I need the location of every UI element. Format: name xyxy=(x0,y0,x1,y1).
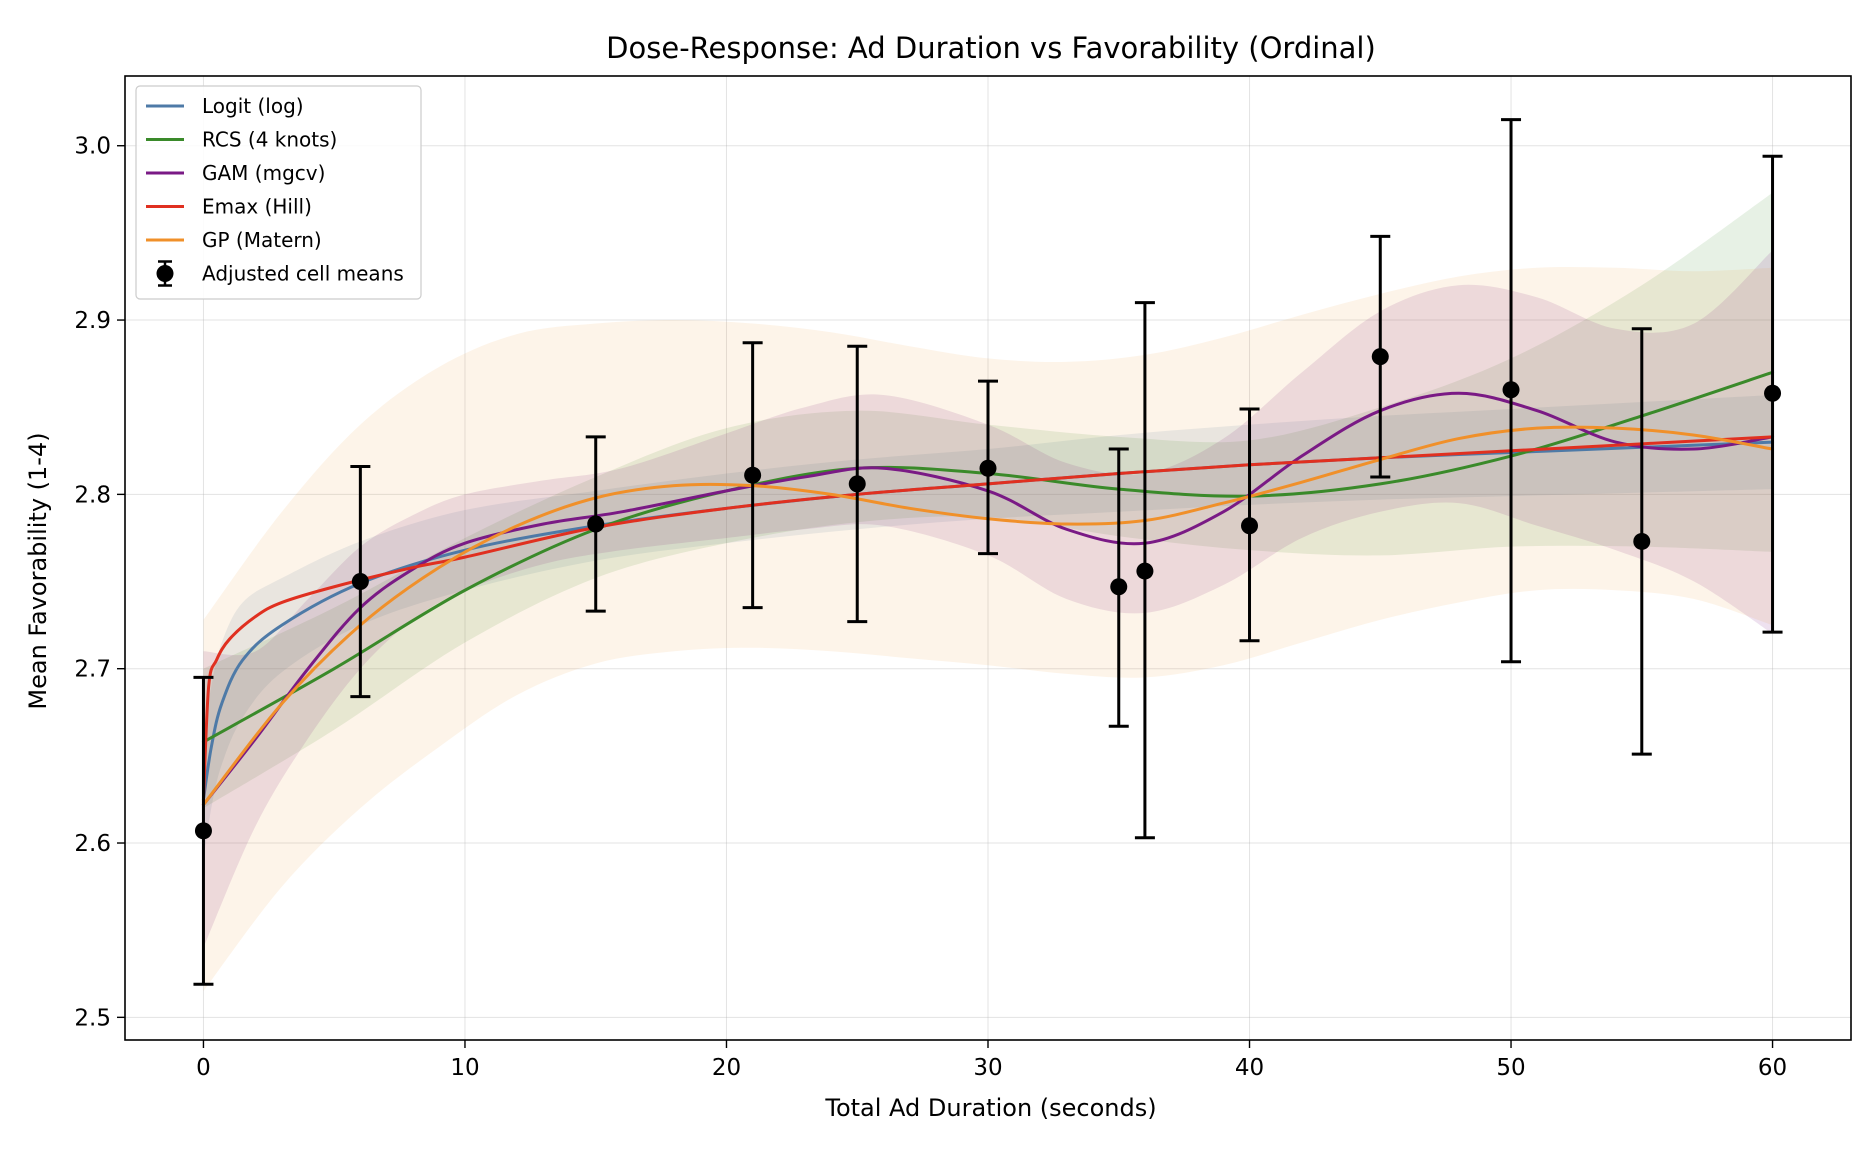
y-tick-label: 2.5 xyxy=(74,1005,111,1031)
cell-mean-point xyxy=(1762,154,1783,634)
y-tick-label: 2.6 xyxy=(74,831,111,857)
legend-label: GP (Matern) xyxy=(202,228,322,252)
data-point xyxy=(194,822,212,840)
y-axis-label: Mean Favorability (1-4) xyxy=(24,432,52,709)
cell-mean-point xyxy=(1134,301,1155,840)
cell-mean-point xyxy=(742,341,763,610)
data-point xyxy=(1110,578,1128,596)
cell-mean-point xyxy=(1108,447,1129,728)
legend-marker xyxy=(156,265,174,282)
y-tick-label: 3.0 xyxy=(74,134,111,160)
data-point xyxy=(1764,384,1782,402)
data-point xyxy=(979,459,997,477)
data-point xyxy=(1371,348,1389,366)
data-point xyxy=(1633,532,1651,550)
legend-entry: Emax (Hill) xyxy=(146,195,312,219)
legend-entry: Adjusted cell means xyxy=(156,260,404,287)
legend-label: Logit (log) xyxy=(202,94,304,118)
legend-entry: GAM (mgcv) xyxy=(146,161,325,185)
legend-label: Adjusted cell means xyxy=(202,262,404,286)
legend: Logit (log) RCS (4 knots) GAM (mgcv) Emax (… xyxy=(135,85,422,300)
legend-label: RCS (4 knots) xyxy=(202,128,337,152)
x-tick-label: 40 xyxy=(1235,1055,1264,1081)
series-line-5 xyxy=(201,425,1775,807)
legend-entry: Logit (log) xyxy=(146,94,304,118)
y-tick-label: 2.8 xyxy=(74,482,111,508)
y-tick-label: 2.7 xyxy=(74,657,111,683)
axes: 0 10 20 30 40 50 60 2.5 2.6 2.7 2.8 2.9 3.0 xyxy=(74,75,1852,1081)
x-axis-label: Total Ad Duration (seconds) xyxy=(824,1094,1156,1122)
cell-means xyxy=(193,118,1783,986)
data-point xyxy=(744,466,762,484)
legend-entry: RCS (4 knots) xyxy=(146,128,337,152)
data-point xyxy=(587,515,605,533)
series-line-4 xyxy=(201,435,1775,801)
cell-mean-point xyxy=(1239,407,1260,643)
data-point xyxy=(1241,517,1259,535)
legend-label: GAM (mgcv) xyxy=(202,161,325,185)
cell-mean-point xyxy=(978,379,998,556)
data-point xyxy=(351,573,369,591)
cell-mean-point xyxy=(193,675,214,986)
cell-mean-point xyxy=(1501,118,1522,664)
x-tick-label: 20 xyxy=(712,1055,741,1081)
cell-mean-point xyxy=(585,435,606,613)
data-point xyxy=(1136,562,1154,580)
legend-entry: GP (Matern) xyxy=(146,228,322,252)
x-tick-label: 50 xyxy=(1496,1055,1525,1081)
y-tick-label: 2.9 xyxy=(74,308,111,334)
data-point xyxy=(848,475,866,493)
series-line-3 xyxy=(201,391,1775,807)
legend-box xyxy=(135,85,422,300)
cell-mean-point xyxy=(1631,327,1652,756)
chart-title: Dose-Response: Ad Duration vs Favorabili… xyxy=(606,31,1376,65)
cell-mean-point xyxy=(847,344,868,624)
data-point xyxy=(1502,381,1520,399)
x-tick-label: 0 xyxy=(196,1055,211,1081)
x-tick-label: 60 xyxy=(1758,1055,1787,1081)
x-tick-label: 30 xyxy=(973,1055,1002,1081)
cell-mean-point xyxy=(1370,234,1391,479)
cell-mean-point xyxy=(350,464,371,699)
legend-label: Emax (Hill) xyxy=(202,195,312,219)
x-tick-label: 10 xyxy=(450,1055,479,1081)
